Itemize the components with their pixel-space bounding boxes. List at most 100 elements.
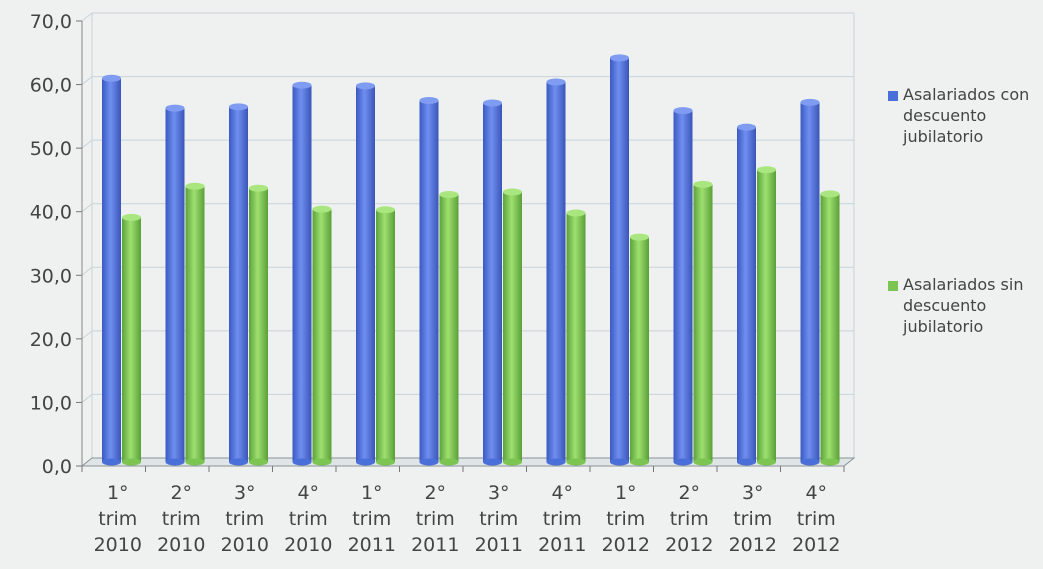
bar-con-descuento (483, 103, 502, 462)
bar-sin-descuento (122, 217, 141, 462)
bar-con-descuento (610, 57, 629, 462)
bar-top (165, 104, 185, 112)
bar-base (439, 458, 459, 466)
bar-con-descuento (800, 102, 820, 462)
bar-top (503, 188, 522, 196)
legend-label: Asalariados con descuento jubilatorio (902, 85, 1029, 146)
x-tick-label: 4° trim 2010 (284, 482, 332, 556)
bar-top (185, 182, 205, 190)
y-tick-label: 20,0 (30, 329, 72, 351)
bar-base (693, 458, 713, 466)
bar-base (356, 458, 375, 466)
y-tick-label: 50,0 (30, 138, 72, 160)
bar-top (673, 107, 693, 115)
bar-sin-descuento (757, 169, 776, 462)
y-tick-label: 30,0 (30, 265, 72, 287)
bar-top (249, 184, 268, 192)
bar-base (800, 458, 820, 466)
bar-top (292, 81, 312, 89)
bar-base (757, 458, 776, 466)
bar-base (249, 458, 268, 466)
gridline-diagonal (81, 203, 93, 213)
x-tick-label: 2° trim 2012 (665, 482, 713, 556)
bar-top (693, 180, 713, 188)
bar-base (185, 458, 205, 466)
x-tick-label: 2° trim 2010 (157, 482, 205, 556)
bar-sin-descuento (820, 193, 840, 462)
bar-top (376, 206, 395, 214)
bar-con-descuento (292, 85, 312, 462)
legend: Asalariados con descuento jubilatorio Asala… (888, 85, 1029, 336)
bar-con-descuento (546, 82, 566, 463)
bar-con-descuento (419, 100, 439, 462)
bar-top (800, 98, 820, 106)
bar-sin-descuento (439, 194, 459, 463)
bars (102, 54, 840, 466)
legend-label: Asalariados sin descuento jubilatorio (902, 275, 1023, 336)
bar-top (737, 123, 756, 131)
x-tick-label: 1° trim 2011 (348, 482, 396, 556)
bar-top (312, 205, 332, 213)
x-axis: 1° trim 2010 2° trim 2010 3° trim 2010 4° trim 2010… (81, 466, 845, 556)
bar-sin-descuento (630, 237, 649, 462)
bar-base (102, 458, 121, 466)
bar-con-descuento (165, 108, 185, 462)
bar-base (419, 458, 439, 466)
gridline-diagonal (81, 12, 93, 22)
bar-con-descuento (229, 106, 248, 463)
bar-base (292, 458, 312, 466)
bar-base (673, 458, 693, 466)
gridline-diagonal (81, 330, 93, 340)
y-tick-label: 40,0 (30, 202, 72, 224)
y-tick-label: 60,0 (30, 75, 72, 97)
x-tick-label: 3° trim 2010 (221, 482, 269, 556)
bar-sin-descuento (566, 212, 586, 462)
legend-swatch (888, 91, 898, 101)
bar-base (820, 458, 840, 466)
bar-sin-descuento (376, 209, 395, 462)
bar-base (610, 458, 629, 466)
bar-top (566, 209, 586, 217)
gridline-diagonal (81, 266, 93, 276)
bar-con-descuento (356, 85, 375, 462)
bar-top (356, 82, 375, 90)
y-axis: 0,0 10,0 20,0 30,0 40,0 50,0 60,0 70,0 (30, 11, 83, 478)
bar-top (229, 103, 248, 111)
x-tick-label: 3° trim 2011 (475, 482, 523, 556)
legend-swatch (888, 281, 898, 291)
bar-top (757, 166, 776, 174)
bar-top (419, 96, 439, 104)
y-tick-label: 0,0 (42, 456, 72, 478)
bar-top (102, 74, 121, 82)
bar-top (820, 190, 840, 198)
y-tick-label: 10,0 (30, 392, 72, 414)
bar-base (503, 458, 522, 466)
bar-base (122, 458, 141, 466)
bar-base (165, 458, 185, 466)
gridline-diagonal (81, 76, 93, 85)
bar-sin-descuento (312, 209, 332, 462)
bar-sin-descuento (503, 192, 522, 462)
bar-top (439, 191, 459, 199)
bar-con-descuento (673, 110, 693, 462)
x-tick-label: 2° trim 2011 (411, 482, 459, 556)
bar-top (483, 99, 502, 107)
bar-base (546, 458, 566, 466)
bar-base (737, 458, 756, 466)
gridline-diagonal (81, 394, 93, 403)
bar-top (610, 54, 629, 62)
gridline-diagonal (81, 139, 93, 149)
bar-base (630, 458, 649, 466)
bar-base (483, 458, 502, 466)
x-tick-label: 4° trim 2011 (538, 482, 586, 556)
bar-base (229, 458, 248, 466)
bar-sin-descuento (249, 188, 268, 462)
x-tick-label: 3° trim 2012 (729, 482, 777, 556)
bar-sin-descuento (693, 184, 713, 462)
bar-top (546, 78, 566, 86)
bar-con-descuento (102, 78, 121, 462)
bar-sin-descuento (185, 186, 205, 463)
bar-base (566, 458, 586, 466)
bar-base (376, 458, 395, 466)
